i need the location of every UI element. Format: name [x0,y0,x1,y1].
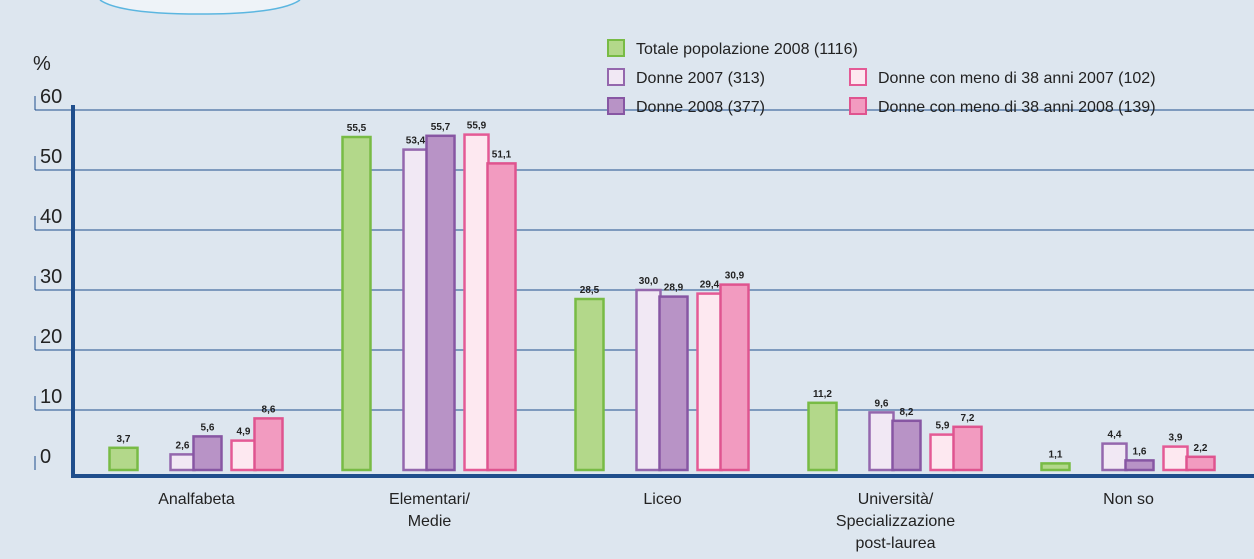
x-tick-label: Elementari/ [389,491,470,508]
value-label: 53,4 [406,136,426,147]
value-label: 30,0 [639,276,659,287]
value-label: 8,6 [262,404,276,415]
bar [891,419,922,472]
bar [230,439,257,472]
legend-label: Totale popolazione 2008 (1116) [636,41,858,58]
legend-label: Donne 2007 (313) [636,70,765,87]
value-label: 55,9 [467,121,487,132]
legend-label: Donne 2008 (377) [636,99,765,116]
value-label: 30,9 [725,271,745,282]
value-label: 55,5 [347,123,367,134]
bar [402,148,429,472]
value-label: 3,7 [117,434,131,445]
value-label: 7,2 [961,413,975,424]
value-label: 2,6 [176,440,190,451]
y-tick-label: 50 [40,146,62,168]
bar [719,283,750,472]
bar [635,288,662,472]
value-label: 28,5 [580,285,600,296]
bar [952,425,983,472]
value-label: 11,2 [813,389,832,400]
value-label: 8,2 [900,407,914,418]
value-label: 4,9 [237,427,251,438]
bar [1124,459,1155,472]
bar [868,411,895,472]
y-axis-label: % [33,53,51,75]
value-label: 1,6 [1133,446,1147,457]
bar [1101,442,1128,472]
bar [108,446,139,472]
legend-swatch [849,68,867,86]
bar [463,133,490,472]
y-tick-label: 10 [40,386,62,408]
legend-swatch [849,97,867,115]
bar [929,433,956,472]
legend-label: Donne con meno di 38 anni 2008 (139) [878,99,1156,116]
bar [192,435,223,472]
bar [169,453,196,472]
x-tick-label: post-laurea [855,535,935,552]
legend-label: Donne con meno di 38 anni 2007 (102) [878,70,1156,87]
bar [341,135,372,472]
value-label: 29,4 [700,280,720,291]
bar [696,292,723,472]
x-tick-label: Medie [408,513,452,530]
value-label: 51,1 [492,149,512,160]
y-tick-label: 30 [40,266,62,288]
bar [658,295,689,472]
y-tick-label: 60 [40,86,62,108]
legend-swatch [607,97,625,115]
x-tick-label: Non so [1103,491,1154,508]
value-label: 4,4 [1108,430,1122,441]
x-tick-label: Specializzazione [836,513,955,530]
value-label: 28,9 [664,283,684,294]
value-label: 2,2 [1194,443,1208,454]
bar [807,401,838,472]
decoration [99,0,301,15]
bar [1185,455,1216,472]
legend-swatch [607,39,625,57]
value-label: 55,7 [431,122,451,133]
bar [425,134,456,472]
bar [486,162,517,472]
bar [1162,445,1189,472]
value-label: 5,6 [201,422,215,433]
bar [253,417,284,472]
bar [574,297,605,472]
legend-swatch [607,68,625,86]
x-tick-label: Analfabeta [158,491,235,508]
value-label: 3,9 [1169,433,1183,444]
y-tick-label: 40 [40,206,62,228]
value-label: 1,1 [1049,449,1063,460]
x-tick-label: Università/ [858,491,934,508]
y-tick-label: 0 [40,446,51,468]
x-tick-label: Liceo [643,491,681,508]
bar [1040,462,1071,472]
value-label: 9,6 [875,398,889,409]
value-label: 5,9 [936,421,950,432]
y-tick-label: 20 [40,326,62,348]
